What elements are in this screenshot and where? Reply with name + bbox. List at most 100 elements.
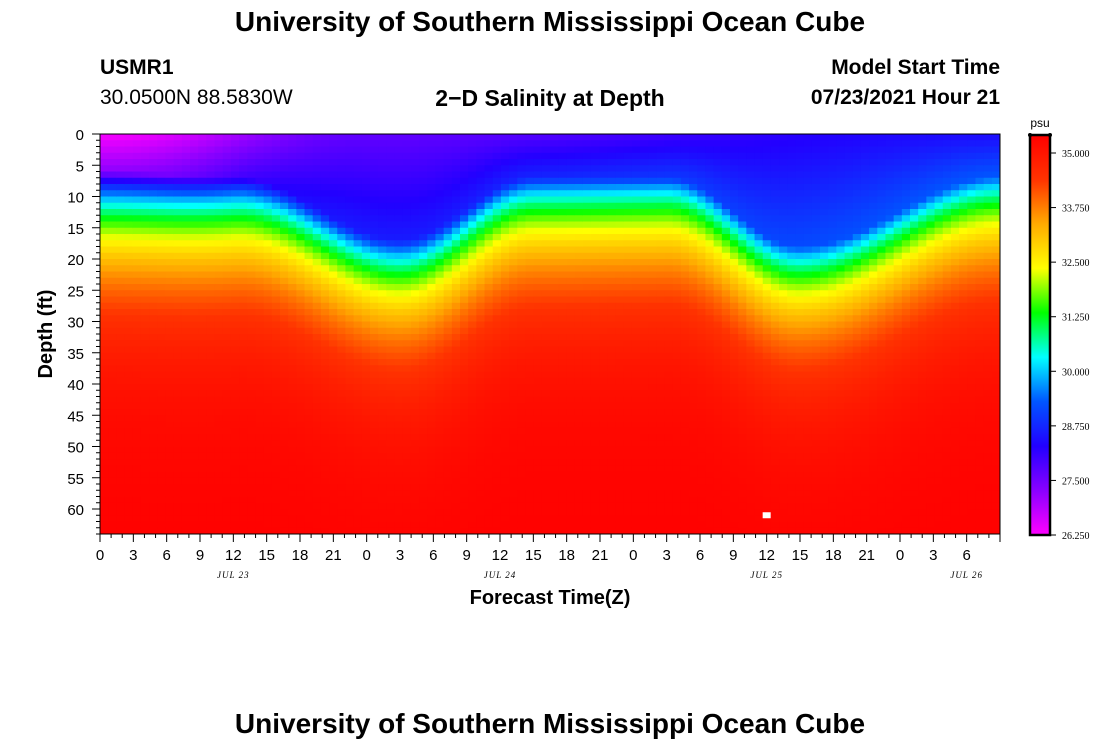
heatmap-cell (705, 259, 715, 266)
heatmap-cell (140, 252, 150, 260)
heatmap-cell (713, 165, 723, 173)
heatmap-cell (451, 284, 461, 291)
heatmap-cell (713, 140, 723, 148)
heatmap-cell (198, 159, 207, 166)
heatmap-cell (656, 159, 666, 166)
heatmap-cell (713, 509, 723, 516)
heatmap-cell (476, 352, 486, 360)
heatmap-cell (345, 465, 355, 473)
heatmap-cell (631, 146, 641, 154)
heatmap-cell (541, 171, 551, 179)
heatmap-cell (165, 296, 175, 304)
heatmap-cell (533, 202, 543, 210)
heatmap-cell (525, 477, 535, 485)
heatmap-cell (345, 346, 355, 354)
heatmap-cell (116, 259, 126, 266)
heatmap-cell (648, 515, 657, 523)
heatmap-cell (574, 171, 584, 179)
heatmap-cell (599, 390, 608, 398)
heatmap-cell (140, 346, 150, 354)
heatmap-cell (288, 302, 297, 310)
heatmap-cell (230, 521, 240, 529)
heatmap-cell (386, 359, 396, 366)
heatmap-cell (173, 152, 183, 160)
heatmap-cell (435, 415, 445, 423)
heatmap-cell (599, 471, 608, 479)
heatmap-cell (157, 252, 167, 260)
heatmap-cell (623, 477, 633, 485)
heatmap-cell (132, 515, 142, 523)
heatmap-cell (165, 221, 175, 229)
heatmap-cell (378, 302, 387, 310)
heatmap-cell (320, 327, 330, 335)
heatmap-cell (460, 427, 469, 435)
heatmap-cell (525, 434, 535, 441)
heatmap-cell (378, 415, 387, 423)
heatmap-cell (361, 296, 371, 304)
heatmap-cell (206, 515, 216, 523)
heatmap-cell (582, 434, 592, 441)
heatmap-cell (402, 521, 412, 529)
heatmap-cell (500, 484, 510, 491)
heatmap-cell (680, 396, 690, 404)
heatmap-cell (361, 527, 371, 534)
heatmap-cell (648, 240, 657, 248)
heatmap-cell (140, 240, 150, 248)
heatmap-cell (500, 496, 510, 504)
heatmap-cell (386, 259, 396, 266)
heatmap-cell (476, 284, 486, 291)
heatmap-cell (476, 377, 486, 385)
heatmap-cell (721, 134, 731, 141)
heatmap-cell (721, 327, 731, 335)
heatmap-cell (623, 371, 633, 379)
heatmap-cell (132, 521, 142, 529)
heatmap-cell (419, 415, 428, 423)
heatmap-cell (451, 302, 461, 310)
heatmap-cell (108, 165, 117, 173)
heatmap-cell (672, 340, 682, 348)
heatmap-cell (165, 502, 175, 510)
heatmap-cell (550, 465, 559, 473)
heatmap-cell (124, 265, 134, 273)
heatmap-cell (484, 340, 494, 348)
heatmap-cell (370, 396, 379, 404)
heatmap-cell (263, 334, 273, 341)
heatmap-cell (304, 515, 314, 523)
heatmap-cell (296, 484, 306, 491)
heatmap-cell (558, 202, 567, 210)
heatmap-cell (443, 171, 453, 179)
heatmap-cell (697, 321, 707, 329)
heatmap-cell (558, 246, 567, 254)
heatmap-cell (304, 477, 314, 485)
heatmap-cell (689, 409, 698, 416)
heatmap-cell (345, 527, 355, 534)
heatmap-cell (705, 384, 715, 391)
heatmap-cell (590, 134, 600, 141)
heatmap-cell (329, 165, 338, 173)
heatmap-cell (689, 459, 698, 466)
heatmap-cell (100, 409, 109, 416)
heatmap-cell (419, 259, 428, 266)
heatmap-cell (230, 527, 240, 534)
heatmap-cell (525, 365, 535, 373)
heatmap-cell (222, 221, 232, 229)
heatmap-cell (181, 302, 191, 310)
heatmap-cell (190, 321, 199, 329)
heatmap-cell (132, 240, 142, 248)
heatmap-cell (468, 221, 477, 229)
heatmap-cell (689, 227, 698, 235)
heatmap-cell (656, 496, 666, 504)
heatmap-cell (517, 277, 527, 285)
heatmap-cell (599, 515, 608, 523)
heatmap-cell (705, 440, 715, 448)
heatmap-cell (713, 284, 723, 291)
heatmap-cell (386, 234, 396, 241)
heatmap-cell (132, 252, 142, 260)
heatmap-cell (689, 134, 698, 141)
heatmap-cell (615, 134, 625, 141)
heatmap-cell (214, 296, 224, 304)
heatmap-cell (320, 340, 330, 348)
heatmap-cell (443, 421, 453, 429)
heatmap-cell (304, 196, 314, 204)
heatmap-cell (599, 215, 608, 223)
